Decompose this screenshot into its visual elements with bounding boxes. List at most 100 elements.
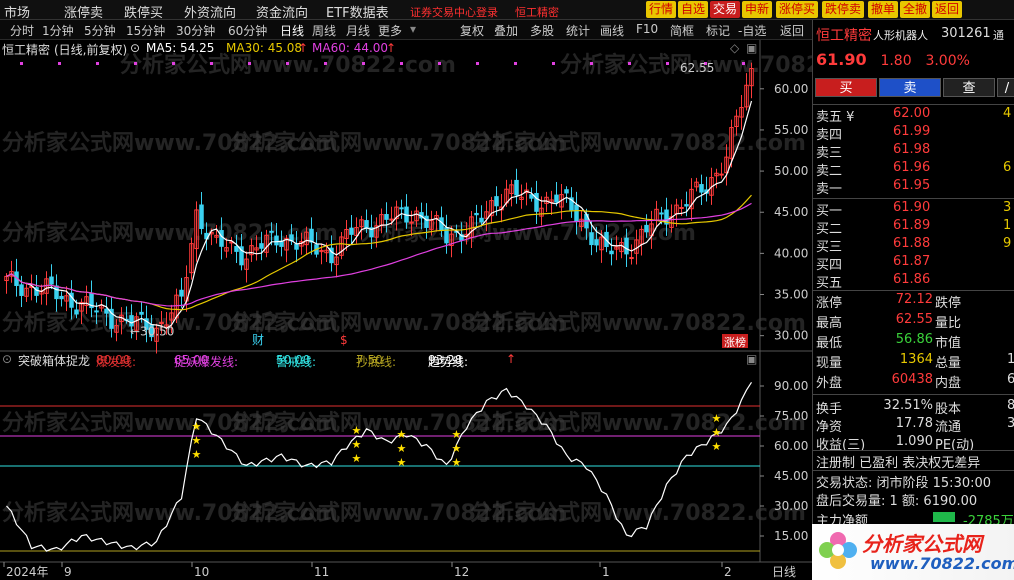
tab-period-minute[interactable]: 分时 xyxy=(10,24,35,38)
candle-body xyxy=(169,312,174,321)
window-icon[interactable]: ▣ xyxy=(746,352,758,366)
orderbook-row: 买四 61.87 xyxy=(813,254,1014,273)
tool-mark[interactable]: 标记 xyxy=(706,24,731,38)
tool-multi[interactable]: 多股 xyxy=(530,24,555,38)
more-button[interactable]: / xyxy=(997,78,1014,97)
candle-body xyxy=(244,258,249,270)
btn-trade[interactable]: 交易 xyxy=(710,1,741,18)
btn-new-ipo[interactable]: 申新 xyxy=(742,1,773,18)
tab-period-daily[interactable]: 日线 xyxy=(280,24,305,38)
tool-stats[interactable]: 统计 xyxy=(566,24,591,38)
candle-body xyxy=(304,231,309,246)
star-signal-icon: ★ xyxy=(712,440,722,453)
stat-value: 32.51% xyxy=(883,398,933,413)
link-trade-login[interactable]: 证券交易中心登录 xyxy=(410,6,498,19)
watermark-text: 分析家公式网www.70822.com xyxy=(2,410,338,436)
btn-limit-down-sell[interactable]: 跌停卖 xyxy=(822,1,865,18)
btn-quote[interactable]: 行情 xyxy=(646,1,677,18)
candle-body xyxy=(294,243,299,250)
orderbook-volume: 6 xyxy=(1003,160,1012,175)
tool-remove-watch[interactable]: -自选 xyxy=(738,24,767,38)
menu-foreign-flow[interactable]: 外资流向 xyxy=(184,6,237,21)
sell-button[interactable]: 卖 xyxy=(879,78,941,97)
menu-limit-up-sell[interactable]: 涨停卖 xyxy=(64,6,104,21)
low-price-label: ←30.50 xyxy=(130,325,174,339)
watermark-text: 分析家公式网www.70822.com xyxy=(2,220,338,246)
period-toolbar: 分时 1分钟 5分钟 15分钟 30分钟 60分钟 日线 周线 月线 更多 ▾ … xyxy=(0,20,812,40)
menu-market[interactable]: 市场 xyxy=(4,6,31,21)
candle-body xyxy=(104,308,109,314)
candle-body xyxy=(599,236,604,251)
diamond-icon[interactable]: ◇ xyxy=(730,41,740,55)
tab-period-60min[interactable]: 60分钟 xyxy=(228,24,268,38)
candle-body xyxy=(99,304,104,309)
candle-body xyxy=(624,237,629,255)
menu-limit-down-buy[interactable]: 跌停买 xyxy=(124,6,164,21)
candle-body xyxy=(614,246,619,250)
stat-value: 3 xyxy=(1007,416,1014,431)
stat-value: 1364 xyxy=(899,352,933,367)
btn-cancel-order[interactable]: 撤单 xyxy=(868,1,899,18)
candle-body xyxy=(74,309,79,315)
btn-watchlist[interactable]: 自选 xyxy=(678,1,709,18)
signal-dot xyxy=(400,62,403,65)
tab-period-weekly[interactable]: 周线 xyxy=(312,24,337,38)
window-icon[interactable]: ▣ xyxy=(746,41,758,55)
tab-period-monthly[interactable]: 月线 xyxy=(346,24,371,38)
tool-back[interactable]: 返回 xyxy=(780,24,805,38)
chevron-down-icon[interactable]: ▾ xyxy=(410,22,417,36)
candle-body xyxy=(214,234,219,238)
candle-body xyxy=(679,207,684,210)
stat-row: 收益(三) 1.090 PE(动) xyxy=(813,434,1014,453)
tool-simple-frame[interactable]: 简框 xyxy=(670,24,695,38)
menu-fund-flow[interactable]: 资金流向 xyxy=(256,6,309,21)
orderbook-price: 61.99 xyxy=(893,124,931,139)
tool-overlay[interactable]: 叠加 xyxy=(494,24,519,38)
gear-icon[interactable]: ⊙ xyxy=(2,352,13,366)
star-signal-icon: ★ xyxy=(192,420,202,433)
zhangbang-badge xyxy=(722,334,748,348)
tab-period-30min[interactable]: 30分钟 xyxy=(176,24,216,38)
candle-body xyxy=(369,227,374,238)
tool-adjust[interactable]: 复权 xyxy=(460,24,485,38)
buy-button[interactable]: 买 xyxy=(815,78,877,97)
tab-period-5min[interactable]: 5分钟 xyxy=(84,24,116,38)
btn-back-top[interactable]: 返回 xyxy=(932,1,963,18)
kline-chart[interactable]: 分析家公式网www.70822.com分析家公式网www.70822.com分析… xyxy=(0,40,812,580)
candle-body xyxy=(309,228,314,243)
candle-body xyxy=(554,194,559,203)
tab-period-15min[interactable]: 15分钟 xyxy=(126,24,166,38)
candle-body xyxy=(664,209,669,225)
btn-cancel-all[interactable]: 全撤 xyxy=(900,1,931,18)
candle-body xyxy=(514,179,519,196)
candle-body xyxy=(249,245,254,256)
gear-icon[interactable]: ⊙ xyxy=(130,41,141,55)
query-button[interactable]: 查 xyxy=(943,78,995,97)
candle-body xyxy=(264,234,269,253)
indicator-legend: ⊙ 突破箱体捉龙 爆发线: 80.00 捉妖爆发线: 65.00 警戒线: 50… xyxy=(2,352,758,369)
signal-dot xyxy=(210,62,213,65)
finance-marker: 财 xyxy=(252,333,264,347)
star-signal-icon: ★ xyxy=(352,424,362,437)
quote-industry: 人形机器人 xyxy=(873,29,928,42)
tool-f10[interactable]: F10 xyxy=(636,22,659,36)
candle-body xyxy=(319,249,324,253)
indicator-y-tick-label: 60.00 xyxy=(774,439,808,453)
candle-body xyxy=(384,214,389,220)
tab-period-1min[interactable]: 1分钟 xyxy=(42,24,74,38)
btn-limit-up-buy[interactable]: 涨停买 xyxy=(776,1,819,18)
main-chart-legend: 恒工精密 (日线,前复权) ⊙ MA5: 54.25 MA30: 45.08 ↑… xyxy=(0,40,760,57)
candle-body xyxy=(374,225,379,238)
indicator-y-tick-label: 30.00 xyxy=(774,499,808,513)
trend-arrow: ↑ xyxy=(506,352,517,366)
stat-label: 量比 xyxy=(935,316,962,331)
tool-draw[interactable]: 画线 xyxy=(600,24,625,38)
link-stock[interactable]: 恒工精密 xyxy=(515,6,559,19)
menu-etf-table[interactable]: ETF数据表 xyxy=(326,6,389,21)
main-net-bar xyxy=(933,512,955,522)
tab-period-more[interactable]: 更多 xyxy=(378,24,403,38)
indicator-name: 突破箱体捉龙 xyxy=(18,354,91,368)
candle-body xyxy=(349,227,354,235)
x-tick-label: 9 xyxy=(64,565,72,579)
candle-body xyxy=(424,215,429,228)
